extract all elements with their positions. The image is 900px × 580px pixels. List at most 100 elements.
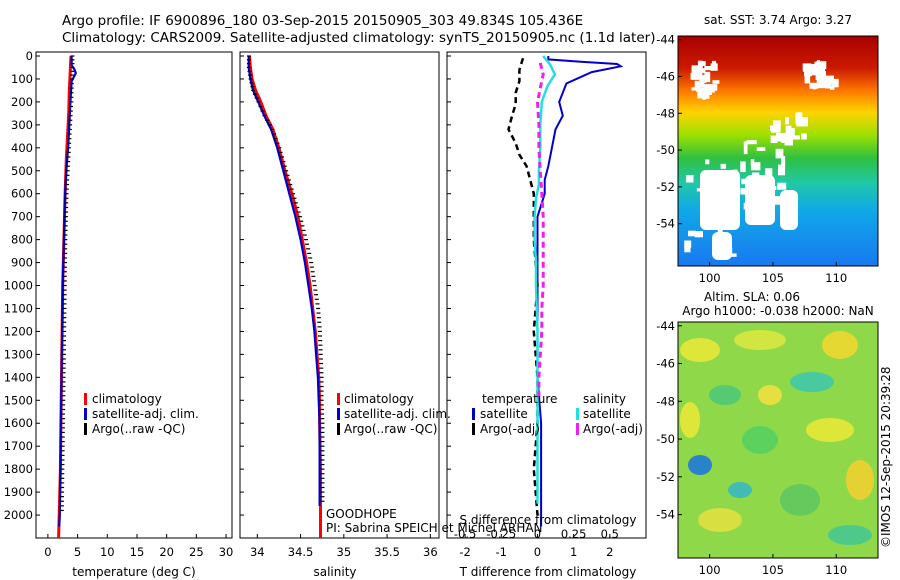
y-tick-label: 600 [11, 187, 33, 201]
sla-blob [728, 482, 752, 498]
legend-label-argo: Argo(..raw -QC) [92, 422, 185, 436]
cloud-gap [802, 63, 812, 70]
map-y-tick-label: -46 [656, 69, 675, 83]
x-tick-label: 15 [130, 545, 145, 559]
y-tick-label: 100 [11, 72, 33, 86]
sla-blob [709, 385, 741, 405]
map-y-tick-label: -44 [656, 319, 675, 333]
map-x-tick-label: 105 [762, 271, 784, 285]
cloud-gap [704, 66, 714, 71]
legend-label-satellite: satellite-adj. clim. [92, 407, 199, 421]
cloud-gap [825, 78, 832, 89]
cloud-gap-large [712, 232, 732, 260]
temperature-y-ticks: 0 100 200 300 400 500 600 700 800 900 1000 1100 1200… [4, 49, 40, 522]
cloud-gap [688, 230, 696, 237]
map-y-tick-label: -48 [656, 106, 675, 120]
cloud-gap [831, 78, 839, 88]
difference-panel: -2 -1 0 1 2 -0.5 -0.25 0 0.25 0.5 S difference f… [446, 51, 647, 579]
cloud-gap [740, 188, 748, 195]
cloud-gap [778, 164, 786, 176]
x-tick-label: 36 [423, 545, 438, 559]
difference-series [507, 55, 624, 527]
y-tick-label: 2000 [4, 508, 33, 522]
difference-xlabel: T difference from climatology [459, 565, 637, 579]
cloud-gap [699, 77, 707, 83]
cloud-gap [785, 125, 792, 136]
sst-map-frame [677, 35, 879, 267]
map-y-tick-label: -54 [656, 217, 675, 231]
project-annotation: GOODHOPE [326, 507, 397, 521]
cloud-gap [694, 80, 705, 88]
x2-tick-label: 0.5 [601, 527, 619, 541]
x-tick-label: 25 [189, 545, 204, 559]
cloud-gap [817, 60, 820, 67]
x-tick-label: 20 [159, 545, 174, 559]
temperature-panel: 0100200300400500600700800900100011001200… [4, 49, 234, 579]
x-tick-label: -2 [459, 545, 470, 559]
difference-y-ticks [447, 55, 451, 516]
sla-blob [734, 330, 786, 350]
cloud-gap [746, 140, 757, 145]
map-y-tick-label: -52 [656, 470, 675, 484]
temperature-series [57, 55, 77, 539]
cloud-gap [750, 159, 755, 165]
sst-map-panel: sat. SST: 3.74 Argo: 3.27 100 105 110 -44 -4… [656, 13, 879, 285]
cloud-gap [802, 68, 812, 72]
cloud-gap [776, 132, 786, 142]
y-tick-label: 700 [11, 210, 33, 224]
salinity-axes-frame [239, 51, 440, 539]
cloud-gap [712, 60, 717, 70]
legend-label-argo: Argo(..raw -QC) [344, 422, 437, 436]
cloud-gap [801, 133, 807, 140]
y-tick-label: 1800 [4, 462, 33, 476]
diff-t-argo-line [507, 57, 539, 516]
legend-swatch-satellite [84, 408, 87, 420]
pi-annotation: PI: Sabrina SPEICH et Michel ARHAN [326, 521, 543, 535]
map-x-tick-label: 110 [825, 563, 847, 577]
cloud-gap [773, 124, 780, 133]
cloud-gap [690, 72, 703, 80]
salinity-panel: 34 34.5 35 35.5 36 salinity climatology sate… [239, 51, 543, 579]
legend-label-climatology: climatology [344, 392, 414, 406]
cloud-gap [709, 84, 718, 91]
cloud-gap [790, 128, 795, 138]
cloud-gap-large [745, 175, 775, 225]
map-y-tick-label: -54 [656, 508, 675, 522]
x-tick-label: 0 [534, 545, 541, 559]
x-tick-label: 0 [44, 545, 51, 559]
legend-swatch-argo [84, 423, 87, 435]
x-tick-label: 35 [337, 545, 352, 559]
legend-label-s-argo: Argo(-adj) [583, 422, 643, 436]
salinity-series [246, 55, 325, 538]
sla-blob [822, 331, 858, 359]
salinity-x-ticks: 34 34.5 35 35.5 36 [250, 534, 438, 559]
cloud-gap [785, 117, 790, 125]
legend-label-s-satellite: satellite [583, 407, 631, 421]
x-tick-label: 35.5 [374, 545, 400, 559]
legend-swatch-climatology [337, 393, 340, 405]
sla-map-ticks: 100 105 110 -44 -46 -48 -50 -52 -54 [656, 319, 847, 577]
difference-x2label: S difference from climatology [460, 513, 637, 527]
cloud-gap-large [780, 190, 798, 230]
temperature-axes-frame [35, 51, 233, 539]
sla-blob [828, 525, 872, 545]
sla-blob [742, 426, 778, 454]
cloud-gap [777, 182, 787, 190]
cloud-gap [796, 117, 808, 127]
y-tick-label: 1100 [4, 301, 33, 315]
y-tick-label: 400 [11, 141, 33, 155]
figure-title-line1: Argo profile: IF 6900896_180 03-Sep-2015… [62, 13, 583, 29]
x-tick-label: 1 [570, 545, 577, 559]
sst-map-ticks: 100 105 110 -44 -46 -48 -50 -52 -54 [656, 33, 847, 285]
cloud-gap [732, 253, 737, 257]
y-tick-label: 1400 [4, 370, 33, 384]
cloud-gap [705, 90, 710, 99]
cloud-gap [684, 240, 692, 248]
sst-map-title: sat. SST: 3.74 Argo: 3.27 [704, 13, 852, 27]
legend-label-t-argo: Argo(-adj) [480, 422, 540, 436]
x-tick-label: 30 [219, 545, 234, 559]
y-tick-label: 1700 [4, 439, 33, 453]
cloud-gap [741, 178, 746, 185]
cloud-gap [720, 163, 726, 169]
